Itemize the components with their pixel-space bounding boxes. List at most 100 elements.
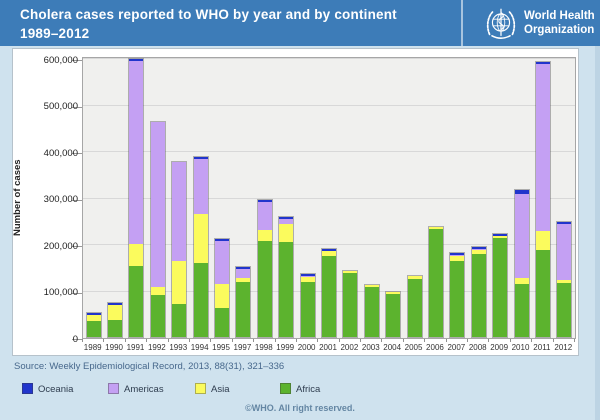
title-line-1: Cholera cases reported to WHO by year an… (20, 7, 397, 22)
header-divider (461, 0, 463, 46)
bar-segment-asia-1989 (86, 315, 101, 321)
x-tick-mark (510, 339, 511, 342)
gridline-600,000 (83, 58, 575, 59)
bar-segment-africa-2004 (386, 293, 401, 337)
bar-segment-africa-2010 (514, 283, 529, 337)
bar-1989 (85, 312, 102, 338)
x-tick-mark (189, 339, 190, 342)
y-tick-label: 200,000 (43, 240, 78, 252)
bar-segment-africa-2007 (450, 261, 465, 337)
bar-segment-oceania-1997 (236, 267, 251, 270)
y-tick-label: 600,000 (43, 54, 78, 66)
x-tick-label-2004: 2004 (383, 343, 402, 352)
x-tick-label-2006: 2006 (426, 343, 444, 352)
bar-segment-africa-1990 (108, 319, 123, 337)
bar-segment-asia-2007 (450, 256, 465, 262)
x-tick-label-1999: 1999 (276, 343, 295, 352)
bar-segment-oceania-1989 (86, 313, 101, 316)
bar-segment-asia-2003 (364, 285, 379, 287)
legend-swatch-americas (108, 383, 119, 394)
x-tick-label-2007: 2007 (447, 343, 466, 352)
right-edge-shade (595, 46, 600, 420)
bar-2007 (449, 252, 466, 338)
bar-segment-asia-2009 (493, 236, 508, 238)
bar-segment-asia-1992 (150, 286, 165, 295)
x-tick-label-2001: 2001 (319, 343, 337, 352)
bar-segment-asia-2002 (343, 270, 358, 273)
x-tick-mark (232, 339, 233, 342)
y-tick-label: 300,000 (43, 194, 78, 205)
bar-1991 (128, 57, 145, 338)
x-tick-label-1994: 1994 (190, 343, 209, 352)
x-tick-mark (424, 339, 425, 342)
bar-2002 (342, 269, 359, 338)
x-tick-mark (488, 339, 489, 342)
title-line-2: 1989–2012 (20, 26, 90, 41)
legend-label: Africa (296, 383, 321, 395)
who-emblem-icon (486, 8, 516, 39)
bar-segment-oceania-2000 (300, 273, 315, 276)
copyright-notice: ©WHO. All right reserved. (245, 403, 355, 413)
x-tick-label-2011: 2011 (533, 343, 551, 352)
legend-label: Asia (211, 383, 230, 395)
bar-2010 (513, 188, 530, 338)
y-tick-mark (72, 153, 82, 154)
gridline-500,000 (83, 104, 575, 106)
y-tick-mark (72, 246, 82, 247)
y-tick-mark (72, 339, 82, 340)
bar-2009 (492, 233, 509, 338)
who-logo-text-line-2: Organization (524, 24, 595, 36)
bar-segment-americas-2007 (450, 255, 465, 257)
bar-segment-asia-2008 (471, 249, 486, 254)
bar-segment-americas-1993 (172, 162, 187, 261)
x-tick-mark (553, 339, 554, 342)
y-tick-mark (72, 292, 82, 294)
x-tick-mark (339, 339, 340, 342)
x-tick-label-1992: 1992 (147, 343, 166, 352)
y-tick-mark (72, 60, 82, 61)
gridline-300,000 (83, 197, 575, 199)
bar-segment-asia-1994 (193, 213, 208, 264)
bar-segment-africa-2005 (407, 278, 422, 337)
who-logo-text-line-1: World Health (524, 10, 595, 22)
x-tick-mark (168, 339, 169, 342)
bar-segment-africa-1997 (236, 282, 251, 337)
x-tick-mark (210, 339, 211, 342)
bar-2004 (385, 290, 402, 338)
page-title: Cholera cases reported to WHO by year an… (20, 5, 397, 43)
bar-segment-africa-2006 (428, 229, 443, 337)
x-tick-mark (574, 339, 575, 342)
bar-segment-africa-2012 (557, 282, 572, 337)
x-tick-label-2009: 2009 (490, 343, 509, 352)
bar-segment-asia-1998 (257, 229, 272, 241)
bar-segment-africa-2011 (535, 249, 550, 337)
x-tick-mark (403, 339, 404, 342)
y-tick-label: 100,000 (43, 287, 78, 298)
bar-segment-asia-2012 (557, 279, 572, 283)
bar-segment-africa-1998 (257, 240, 272, 337)
x-tick-mark (317, 339, 318, 342)
bar-segment-oceania-2007 (450, 253, 465, 256)
x-tick-label-1997: 1997 (233, 343, 252, 352)
source-citation: Source: Weekly Epidemiological Record, 2… (14, 361, 285, 372)
y-tick-mark (72, 106, 82, 108)
x-tick-mark (146, 339, 147, 342)
x-tick-label-1995: 1995 (212, 343, 230, 352)
bar-segment-africa-1999 (279, 241, 294, 337)
bar-segment-asia-2006 (428, 226, 443, 230)
plot-area (82, 57, 576, 339)
bar-segment-americas-1992 (150, 122, 165, 287)
bar-segment-oceania-2008 (471, 247, 486, 250)
bar-segment-oceania-1990 (108, 302, 123, 305)
bar-segment-africa-1995 (215, 307, 230, 337)
bar-segment-oceania-2009 (493, 234, 508, 237)
bar-segment-americas-2000 (300, 275, 315, 278)
x-tick-label-2012: 2012 (554, 343, 573, 352)
bar-segment-asia-1993 (172, 260, 187, 304)
bar-1993 (171, 161, 188, 338)
bar-segment-americas-1999 (279, 219, 294, 225)
x-tick-mark (467, 339, 468, 342)
bar-segment-asia-1990 (108, 304, 123, 320)
x-tick-label-2000: 2000 (297, 343, 316, 352)
